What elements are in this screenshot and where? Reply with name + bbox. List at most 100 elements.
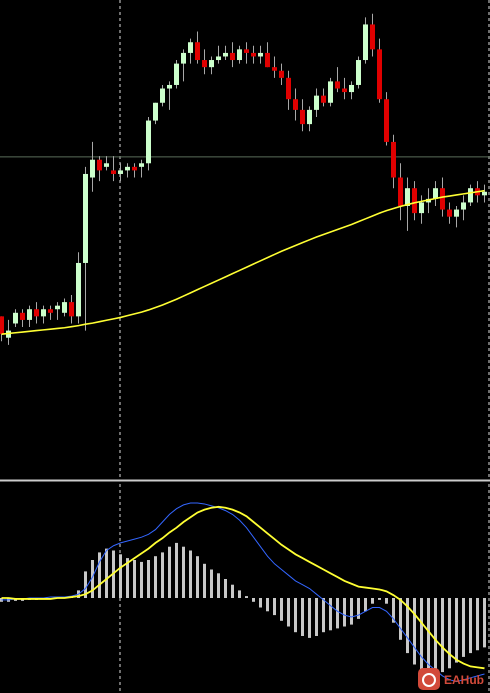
candle bbox=[13, 309, 18, 328]
candle-body-bullish bbox=[328, 81, 333, 103]
candle bbox=[335, 67, 340, 93]
candle bbox=[349, 81, 354, 100]
histogram-bar bbox=[399, 598, 402, 640]
candle-body-bearish bbox=[230, 52, 235, 61]
candle bbox=[272, 56, 277, 78]
histogram-bar bbox=[266, 598, 269, 612]
candle-body-bullish bbox=[482, 191, 487, 196]
histogram-bar bbox=[476, 598, 479, 651]
candle-body-bullish bbox=[258, 52, 263, 57]
candle bbox=[279, 63, 284, 85]
candle-body-bullish bbox=[90, 159, 95, 178]
candle bbox=[62, 298, 67, 317]
histogram-bar bbox=[217, 573, 220, 598]
candle bbox=[461, 195, 466, 221]
candle bbox=[384, 92, 389, 146]
candle bbox=[153, 102, 158, 125]
histogram-bar bbox=[252, 598, 255, 602]
watermark: EAHub bbox=[418, 668, 484, 690]
histogram-bar bbox=[427, 598, 430, 678]
candle-body-bullish bbox=[83, 173, 88, 263]
candle bbox=[321, 88, 326, 107]
histogram-bar bbox=[119, 554, 122, 598]
histogram-bar bbox=[343, 598, 346, 627]
candle bbox=[307, 106, 312, 132]
histogram-bar bbox=[329, 598, 332, 631]
watermark-badge bbox=[418, 668, 440, 690]
candle-body-bullish bbox=[188, 42, 193, 53]
candle-body-bearish bbox=[97, 159, 102, 171]
histogram-bar bbox=[245, 596, 248, 598]
histogram-bar bbox=[308, 598, 311, 638]
candle bbox=[27, 305, 32, 328]
histogram-bar bbox=[462, 598, 465, 657]
candle bbox=[195, 31, 200, 64]
candle bbox=[216, 45, 221, 64]
histogram-bar bbox=[182, 546, 185, 598]
candle-body-bullish bbox=[146, 120, 151, 164]
candle bbox=[48, 305, 53, 320]
candle bbox=[34, 302, 39, 324]
histogram-bar bbox=[294, 598, 297, 633]
candle bbox=[244, 42, 249, 64]
signal-line bbox=[1, 505, 485, 670]
price-panel-grid bbox=[119, 0, 490, 478]
candle bbox=[342, 77, 347, 100]
candle-body-bearish bbox=[377, 49, 382, 100]
candle-body-bullish bbox=[174, 63, 179, 85]
histogram-bar bbox=[203, 563, 206, 598]
candle-body-bearish bbox=[342, 88, 347, 93]
candle bbox=[118, 163, 123, 182]
histogram-bar bbox=[378, 598, 381, 600]
candle-body-bullish bbox=[62, 302, 67, 313]
candle-body-bearish bbox=[398, 177, 403, 206]
histogram-bar bbox=[483, 598, 486, 648]
candle bbox=[391, 134, 396, 189]
candle-body-bullish bbox=[223, 52, 228, 57]
candle-body-bullish bbox=[461, 202, 466, 210]
candle bbox=[69, 295, 74, 324]
candle bbox=[132, 163, 137, 178]
moving-average-line bbox=[1, 189, 485, 335]
candle bbox=[55, 302, 60, 320]
macd-line-group bbox=[1, 502, 485, 683]
histogram-bar bbox=[140, 561, 143, 598]
histogram-bar bbox=[469, 598, 472, 654]
candle-body-bullish bbox=[433, 188, 438, 199]
candle-body-bearish bbox=[300, 109, 305, 125]
histogram-bar bbox=[434, 598, 437, 676]
candle-body-bullish bbox=[167, 84, 172, 89]
candle-body-bullish bbox=[405, 188, 410, 206]
candle bbox=[251, 45, 256, 64]
candle-body-bearish bbox=[370, 24, 375, 50]
candle-body-bullish bbox=[55, 305, 60, 310]
candle bbox=[258, 45, 263, 64]
candle bbox=[202, 49, 207, 75]
candle-body-bullish bbox=[237, 49, 242, 61]
histogram-bar bbox=[301, 598, 304, 636]
watermark-text: EAHub bbox=[444, 673, 484, 687]
candle-body-bearish bbox=[391, 141, 396, 178]
histogram-bar bbox=[364, 598, 367, 612]
histogram-bar bbox=[448, 598, 451, 669]
candle bbox=[104, 156, 109, 171]
candle bbox=[398, 163, 403, 221]
candle-body-bullish bbox=[209, 60, 214, 68]
candle bbox=[356, 56, 361, 89]
histogram-bar bbox=[455, 598, 458, 663]
histogram-bar bbox=[126, 558, 129, 598]
candle bbox=[300, 99, 305, 132]
candle-body-bullish bbox=[181, 52, 186, 64]
candle bbox=[146, 117, 151, 171]
candle bbox=[370, 13, 375, 57]
candle bbox=[286, 70, 291, 110]
candle-body-bullish bbox=[160, 88, 165, 103]
candle bbox=[454, 206, 459, 228]
candle bbox=[188, 38, 193, 64]
candle-body-bullish bbox=[349, 84, 354, 93]
histogram-bar bbox=[161, 552, 164, 598]
candle-body-bearish bbox=[447, 209, 452, 217]
candle bbox=[0, 316, 4, 342]
